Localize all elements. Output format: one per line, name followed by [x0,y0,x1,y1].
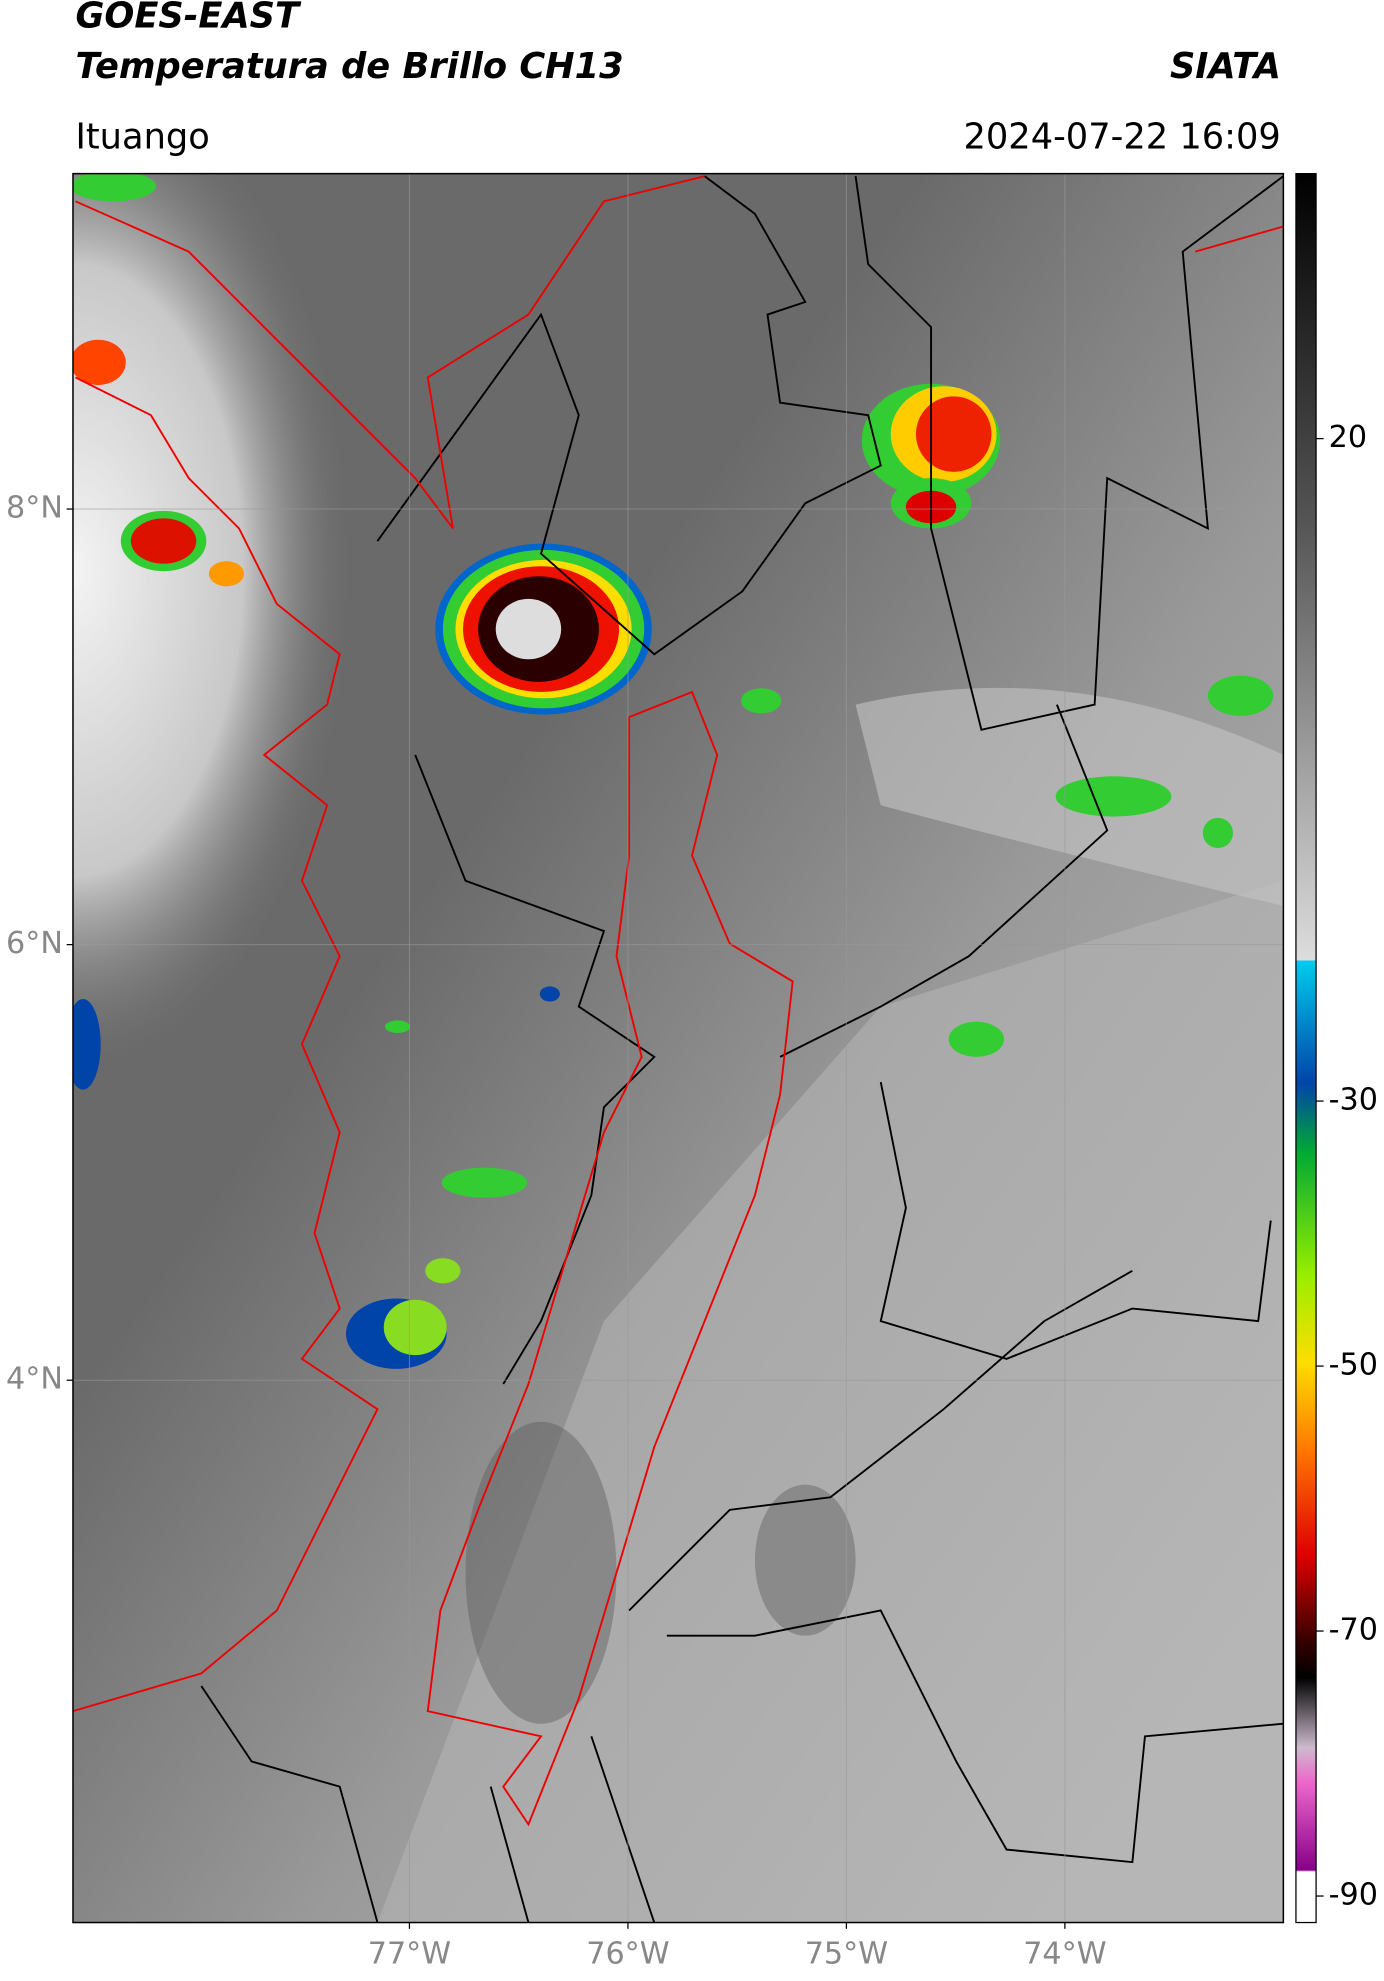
satellite-title: GOES-EAST [75,0,302,37]
ticks: 77°W 76°W 75°W 74°W 8°N 6°N 4°N 20 -30 -50 -70 -90 [6,420,1378,1972]
datetime: 2024-07-22 16:09 [963,116,1280,157]
colorbar-tick-label: 20 [1329,420,1367,455]
location: Ituango [75,116,209,157]
map-frame [72,172,1285,1924]
x-tick-label: 75°W [805,1937,888,1972]
org-title: SIATA [1170,46,1281,87]
x-tick-label: 77°W [368,1937,451,1972]
colorbar-tick-label: -30 [1329,1083,1378,1118]
colorbar [1295,173,1317,1924]
colorbar-tick-label: -70 [1329,1613,1378,1648]
figure: GOES-EAST Temperatura de Brillo CH13 SIA… [6,0,1378,1972]
y-tick-label: 4°N [6,1362,63,1397]
x-tick-label: 74°W [1023,1937,1106,1972]
product-title: Temperatura de Brillo CH13 [75,46,623,87]
graticule [72,173,1284,1923]
colorbar-tick-label: -50 [1329,1348,1378,1383]
x-tick-label: 76°W [586,1937,669,1972]
y-tick-label: 8°N [6,491,63,526]
satellite-image [72,173,1284,1923]
colorbar-tick-label: -90 [1329,1878,1378,1913]
y-tick-label: 6°N [6,926,63,961]
